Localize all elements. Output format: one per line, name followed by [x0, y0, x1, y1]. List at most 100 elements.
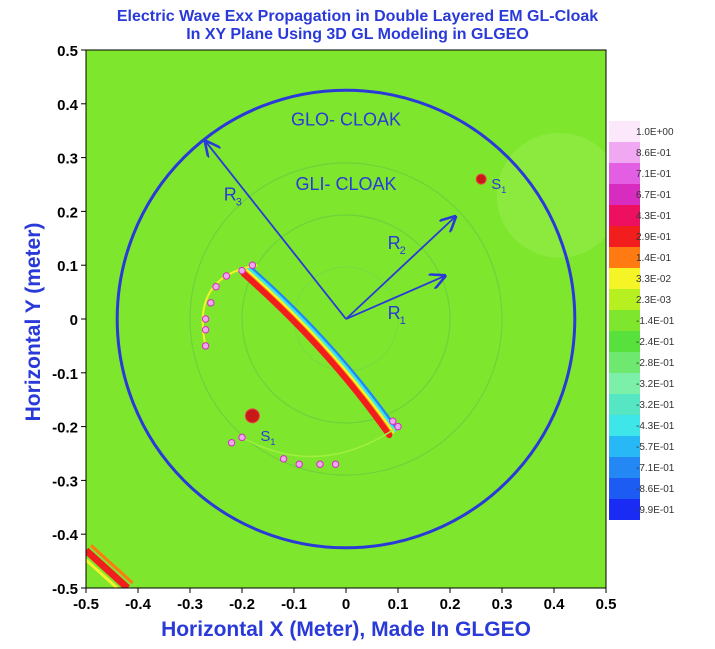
colorbar-label: 6.7E-01 [636, 190, 671, 201]
y-tick-label: 0.5 [57, 43, 78, 60]
field-hotspot [201, 342, 210, 350]
field-hotspot [212, 283, 220, 291]
x-tick-label: 0.5 [596, 596, 617, 613]
colorbar-label: -4.3E-01 [636, 421, 675, 432]
x-tick-label: -0.5 [73, 596, 99, 613]
chart-title: Electric Wave Exx Propagation in Double … [116, 8, 599, 25]
wave-band-stroke [240, 270, 393, 439]
radius-arrow [345, 217, 455, 320]
y-tick-label: -0.5 [52, 581, 78, 598]
field-hotspot [394, 422, 402, 431]
colorbar-swatch [609, 142, 640, 163]
colorbar-label: 1.0E+00 [636, 127, 674, 138]
field-hotspot [295, 460, 303, 468]
field-hotspot [222, 272, 231, 280]
x-tick-label: -0.1 [281, 596, 307, 613]
source-label: S [491, 176, 501, 193]
colorbar-swatch [609, 205, 640, 226]
colorbar-label: -2.8E-01 [636, 358, 675, 369]
y-tick-label: 0.2 [57, 204, 78, 221]
colorbar-label: -7.1E-01 [636, 463, 675, 474]
field-hotspot [201, 315, 210, 323]
colorbar-swatch [609, 247, 640, 268]
x-tick-label: -0.4 [125, 596, 152, 613]
radius-label-subscript: 1 [400, 315, 406, 327]
y-tick-label: 0 [70, 312, 78, 329]
corner-band [89, 544, 134, 585]
radius-label-subscript: 3 [236, 197, 242, 209]
colorbar: 1.0E+00 8.6E-01 7.1E-01 6.7E-01 4.3E-01 2.9E-… [609, 121, 675, 520]
field-hotspot [238, 433, 246, 442]
colorbar-label: 4.3E-01 [636, 211, 671, 222]
x-tick-label: 0.3 [492, 596, 513, 613]
corner-band [86, 547, 130, 588]
source-marker [244, 408, 260, 424]
colorbar-label: 1.4E-01 [636, 253, 671, 264]
colorbar-label: -2.4E-01 [636, 337, 675, 348]
y-axis-label: Horizontal Y (meter) [22, 223, 45, 422]
wave-band-stroke [249, 265, 398, 431]
glo-cloak-circle [115, 88, 577, 550]
y-tick-label: -0.2 [52, 420, 78, 437]
y-tick-label: 0.3 [57, 151, 78, 168]
colorbar-swatch [609, 457, 640, 478]
colorbar-swatch [609, 394, 640, 415]
colorbar-label: -1.4E-01 [636, 316, 675, 327]
y-tick-label: -0.1 [52, 366, 78, 383]
colorbar-label: -5.7E-01 [636, 442, 675, 453]
y-tick-label: 0.4 [57, 97, 79, 114]
colorbar-swatch [609, 352, 640, 373]
radius-label: R [388, 233, 401, 253]
source-label: S [260, 428, 270, 445]
colorbar-label: 3.3E-02 [636, 274, 671, 285]
field-hotspot [389, 417, 397, 425]
colorbar-swatch [609, 415, 640, 436]
colorbar-label: -3.2E-01 [636, 379, 675, 390]
colorbar-swatch [609, 478, 640, 499]
field-hotspot [201, 326, 210, 334]
radius-arrow [345, 276, 445, 320]
colorbar-swatch [609, 373, 640, 394]
colorbar-swatch [609, 184, 640, 205]
colorbar-swatch [609, 289, 640, 310]
source-label-subscript: 1 [270, 437, 275, 447]
colorbar-swatch [609, 331, 640, 352]
field-hotspot [207, 299, 215, 307]
inner-ring [189, 162, 503, 476]
colorbar-swatch [609, 163, 640, 184]
colorbar-label: 7.1E-01 [636, 169, 671, 180]
colorbar-label: -8.6E-01 [636, 484, 675, 495]
glo-cloak-label: GLO- CLOAK [291, 109, 401, 129]
colorbar-swatch [609, 499, 640, 520]
colorbar-label: 2.3E-03 [636, 295, 671, 306]
source-marker [475, 173, 487, 185]
field-hotspot [248, 261, 257, 269]
y-tick-label: -0.3 [52, 473, 78, 490]
field-hotspot [227, 439, 236, 447]
colorbar-label: 8.6E-01 [636, 148, 671, 159]
field-hotspot [238, 266, 246, 275]
colorbar-swatch [609, 121, 640, 142]
radius-label-subscript: 2 [400, 245, 406, 257]
corner-band [86, 557, 120, 588]
field-hotspot [279, 455, 288, 463]
radius-label: R [224, 185, 237, 205]
colorbar-swatch [609, 310, 640, 331]
colorbar-label: 2.9E-01 [636, 232, 671, 243]
colorbar-swatch [609, 436, 640, 457]
chart-subtitle: In XY Plane Using 3D GL Modeling in GLGE… [186, 26, 529, 43]
colorbar-swatch [609, 268, 640, 289]
y-tick-label: 0.1 [57, 258, 78, 275]
axes: -0.5 -0.4 -0.3 -0.2 -0.1 0 0.1 0.2 0.3 0.4 0.5 0.5 0… [52, 43, 616, 613]
source-label-subscript: 1 [501, 185, 506, 195]
wave-band-stroke [247, 267, 397, 432]
y-tick-label: -0.4 [52, 527, 79, 544]
wave-arc-lower [241, 425, 399, 458]
x-tick-label: -0.3 [177, 596, 203, 613]
wave-band-stroke [245, 269, 395, 434]
field-hotspot [316, 460, 324, 468]
gli-cloak-label: GLI- CLOAK [295, 174, 396, 194]
x-tick-label: 0.1 [388, 596, 409, 613]
